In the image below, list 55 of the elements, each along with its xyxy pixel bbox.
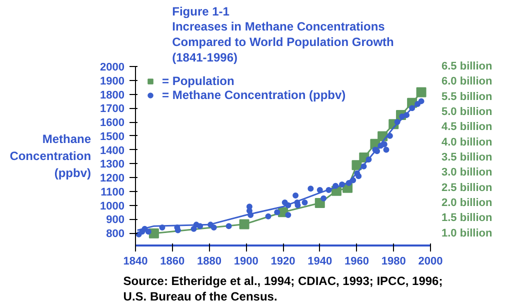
y-tick-label: 1300	[100, 158, 125, 171]
y-tick-label: 1000	[100, 200, 125, 212]
y2-tick-label: 6.5 billion	[442, 60, 493, 72]
y2-tick-label: 1.0 billion	[442, 227, 493, 240]
legend-label: = Methane Concentration (ppbv)	[162, 88, 346, 102]
point	[239, 219, 250, 230]
x-tick-label: 1920	[270, 256, 296, 268]
point	[265, 213, 272, 220]
y-tick-label: 1100	[100, 186, 125, 198]
x-tick-label: 1960	[344, 256, 369, 268]
y-tick-label: 1200	[100, 172, 125, 185]
y-tick-label: 2000	[100, 62, 125, 74]
point	[210, 224, 217, 230]
y2-tick-label: 4.0 billion	[442, 136, 493, 148]
y2-tick-label: 6.0 billion	[442, 76, 493, 88]
legend-label: = Population	[162, 74, 234, 88]
x-tick-label: 1840	[123, 256, 148, 268]
x-tick-label: 1900	[234, 256, 258, 268]
point	[416, 87, 426, 98]
y2-tick-label: 3.5 billion	[442, 152, 493, 164]
y-tick-label: 1500	[100, 130, 125, 143]
chart-title: Figure 1-1 Increases in Methane Concentrations Compared to World Population Growth (1841-1996)	[172, 4, 394, 64]
y-tick-label: 1900	[100, 75, 125, 88]
x-tick-label: 1940	[308, 256, 332, 268]
point	[356, 173, 362, 180]
point	[308, 186, 314, 192]
y-tick-label: 1800	[100, 89, 125, 102]
y2-tick-label: 1.5 billion	[442, 212, 493, 224]
point	[292, 192, 299, 199]
point	[145, 228, 152, 235]
y2-tick-label: 3.0 billion	[442, 166, 493, 179]
point	[383, 146, 390, 153]
y-tick-label: 1700	[100, 103, 125, 116]
y-tick-label: 900	[106, 214, 125, 226]
source-note: Source: Etheridge et al., 1994; CDIAC, 1993; IPCC, 1996; U.S. Bureau of the Census.	[123, 274, 443, 304]
y-tick-label: 800	[106, 228, 125, 240]
point	[302, 199, 308, 206]
y-tick-label: 1600	[100, 117, 125, 130]
y2-tick-label: 4.5 billion	[442, 121, 493, 134]
point	[148, 228, 159, 238]
y2-tick-label: 5.5 billion	[442, 90, 493, 103]
y2-tick-label: 2.0 billion	[442, 197, 493, 210]
x-tick-label: 2000	[418, 256, 443, 268]
x-tick-label: 1860	[160, 256, 185, 268]
x-tick-label: 1980	[381, 256, 406, 268]
point	[190, 226, 197, 232]
y2-tick-label: 5.0 billion	[442, 106, 493, 118]
point	[320, 195, 327, 202]
y2-tick-label: 2.5 billion	[442, 182, 493, 194]
point	[285, 212, 292, 218]
y-tick-label: 1400	[100, 144, 125, 157]
y-axis-title: Methane Concentration (ppbv)	[10, 132, 92, 180]
point	[226, 223, 232, 230]
point	[274, 209, 280, 216]
x-tick-label: 1880	[197, 256, 222, 268]
